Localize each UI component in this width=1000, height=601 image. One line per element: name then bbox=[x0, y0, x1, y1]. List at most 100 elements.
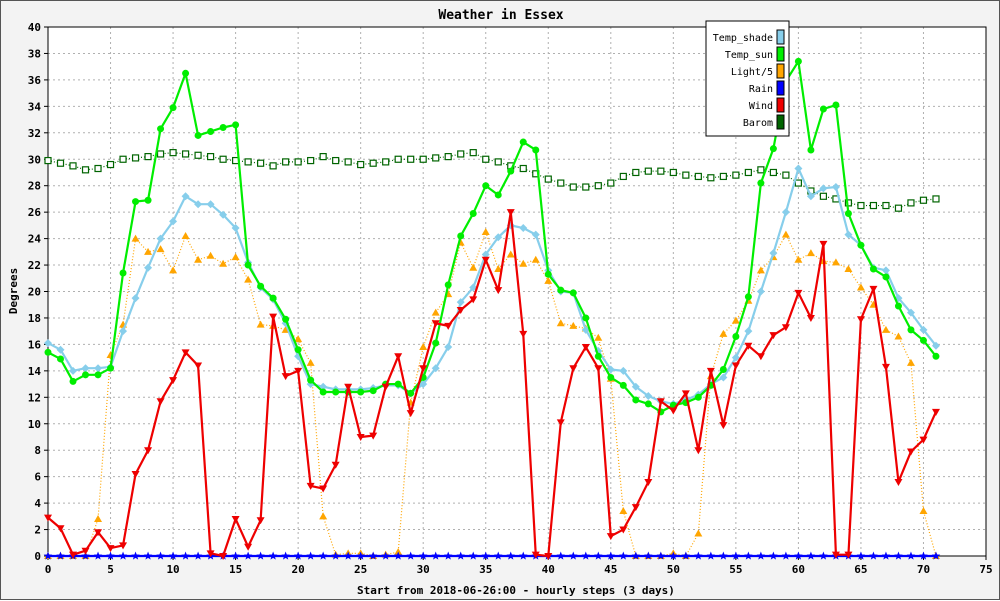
data-point-temp-shade bbox=[181, 192, 190, 201]
data-point-temp-sun bbox=[894, 302, 902, 310]
data-point-rain bbox=[106, 551, 115, 560]
data-point-wind bbox=[731, 362, 740, 370]
data-point-wind bbox=[506, 209, 515, 217]
legend-swatch-temp-shade bbox=[776, 29, 785, 45]
data-point-barom bbox=[619, 172, 627, 181]
data-point-temp-sun bbox=[719, 366, 727, 374]
data-point-temp-shade bbox=[581, 325, 590, 334]
data-point-rain bbox=[456, 551, 465, 560]
data-point-temp-sun bbox=[882, 273, 890, 281]
data-point-temp-sun bbox=[244, 261, 252, 269]
data-point-wind bbox=[231, 515, 240, 523]
data-point-rain bbox=[619, 551, 628, 560]
data-point-temp-sun bbox=[319, 388, 327, 396]
x-tick-label: 40 bbox=[542, 563, 555, 576]
y-tick-label: 8 bbox=[34, 444, 41, 457]
x-tick-label: 25 bbox=[354, 563, 367, 576]
data-point-barom bbox=[732, 171, 740, 179]
data-point-barom bbox=[106, 160, 115, 169]
data-point-rain bbox=[706, 551, 716, 560]
data-point-barom bbox=[607, 179, 615, 187]
data-point-barom bbox=[457, 150, 465, 158]
y-tick-label: 12 bbox=[28, 391, 41, 404]
data-point-temp-sun bbox=[469, 209, 477, 217]
data-point-temp-sun bbox=[557, 286, 565, 294]
data-point-wind bbox=[831, 551, 840, 559]
data-point-light-5 bbox=[144, 247, 153, 255]
data-point-barom bbox=[632, 168, 640, 177]
data-point-temp-sun bbox=[119, 269, 127, 277]
data-point-temp-shade bbox=[794, 164, 803, 173]
x-tick-label: 0 bbox=[45, 563, 52, 576]
data-point-light-5 bbox=[794, 255, 803, 263]
data-point-wind bbox=[844, 551, 853, 559]
data-point-temp-shade bbox=[481, 250, 490, 259]
data-point-light-5 bbox=[719, 329, 728, 337]
legend-label-temp-sun: Temp_sun bbox=[725, 50, 773, 61]
data-point-rain bbox=[869, 551, 878, 560]
data-point-temp-sun bbox=[857, 241, 865, 249]
data-point-wind bbox=[56, 525, 65, 533]
x-tick-label: 10 bbox=[166, 563, 179, 576]
data-point-temp-shade bbox=[444, 343, 453, 352]
legend-label-temp-shade: Temp_shade bbox=[713, 33, 773, 44]
data-point-temp-sun bbox=[357, 388, 365, 396]
data-point-barom bbox=[857, 201, 865, 210]
data-point-wind bbox=[906, 448, 915, 456]
data-point-barom bbox=[657, 167, 665, 175]
data-point-rain bbox=[193, 551, 203, 560]
data-point-temp-sun bbox=[907, 326, 915, 334]
data-point-rain bbox=[306, 551, 315, 560]
data-point-temp-shade bbox=[456, 298, 465, 307]
data-point-temp-sun bbox=[232, 121, 240, 129]
data-point-rain bbox=[894, 551, 903, 560]
data-point-wind bbox=[556, 419, 565, 427]
x-tick-label: 65 bbox=[854, 563, 867, 576]
data-point-barom bbox=[394, 155, 402, 163]
data-point-rain bbox=[569, 551, 578, 560]
y-axis-label: Degrees bbox=[7, 268, 20, 314]
data-point-barom bbox=[569, 183, 577, 191]
data-point-temp-sun bbox=[194, 131, 202, 139]
data-point-barom bbox=[44, 156, 52, 165]
y-tick-label: 34 bbox=[28, 100, 42, 113]
data-point-rain bbox=[919, 551, 928, 560]
data-point-rain bbox=[481, 551, 491, 560]
y-tick-label: 4 bbox=[34, 497, 41, 510]
data-point-temp-sun bbox=[269, 294, 277, 302]
data-point-temp-sun bbox=[807, 146, 815, 154]
data-point-temp-shade bbox=[169, 217, 178, 226]
data-point-barom bbox=[344, 158, 352, 166]
data-point-barom bbox=[257, 159, 265, 167]
data-point-temp-sun bbox=[332, 388, 340, 396]
data-point-temp-sun bbox=[157, 125, 165, 133]
y-tick-label: 40 bbox=[28, 21, 41, 34]
data-point-barom bbox=[907, 199, 915, 207]
data-point-rain bbox=[518, 551, 528, 560]
data-point-wind bbox=[306, 482, 315, 490]
data-point-light-5 bbox=[319, 512, 328, 520]
chart-title: Weather in Essex bbox=[438, 8, 563, 23]
data-point-rain bbox=[256, 551, 265, 560]
series-line-barom bbox=[47, 152, 937, 209]
data-point-rain bbox=[606, 551, 616, 560]
data-point-light-5 bbox=[156, 245, 165, 253]
data-point-wind bbox=[194, 362, 203, 370]
data-point-wind bbox=[406, 410, 415, 418]
data-point-rain bbox=[93, 551, 103, 560]
data-point-temp-shade bbox=[831, 183, 840, 192]
data-point-wind bbox=[669, 407, 678, 415]
data-point-wind bbox=[381, 383, 390, 391]
data-point-barom bbox=[594, 182, 602, 190]
data-point-temp-sun bbox=[44, 348, 52, 356]
data-point-wind bbox=[481, 256, 490, 264]
data-point-wind bbox=[131, 471, 140, 479]
data-point-light-5 bbox=[694, 529, 703, 537]
y-tick-label: 20 bbox=[28, 286, 41, 299]
data-point-temp-sun bbox=[107, 364, 115, 372]
data-point-rain bbox=[594, 551, 603, 560]
data-point-rain bbox=[231, 551, 240, 560]
data-point-temp-sun bbox=[519, 138, 527, 146]
data-point-light-5 bbox=[294, 335, 303, 343]
y-tick-label: 38 bbox=[28, 47, 41, 60]
